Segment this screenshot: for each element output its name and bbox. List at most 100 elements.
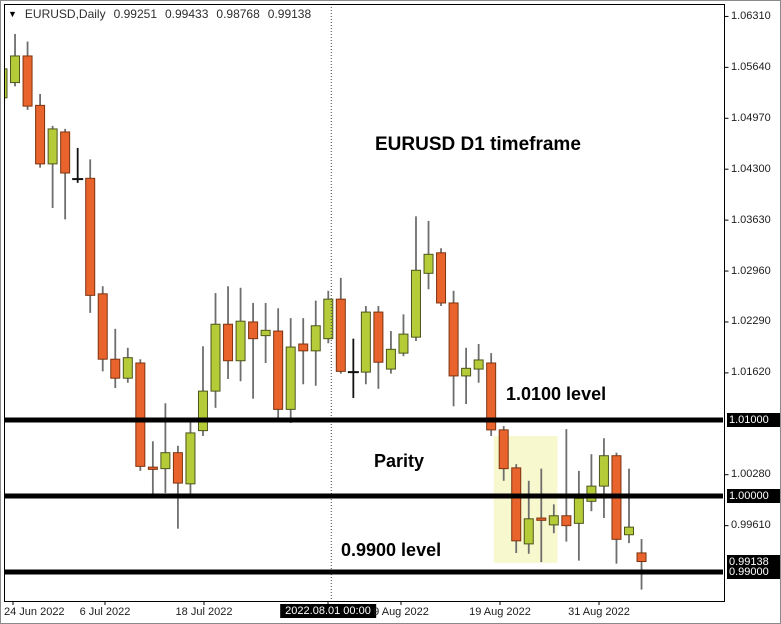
candle	[436, 248, 447, 306]
candle	[573, 470, 584, 561]
ohlc-high-value: 0.99433	[165, 7, 209, 21]
candle	[473, 344, 484, 383]
candle-body-bear	[335, 298, 346, 372]
plot-area	[5, 5, 723, 600]
candle-body-bear	[147, 466, 158, 470]
ohlc-low-value: 0.98768	[216, 7, 260, 21]
candle	[548, 504, 559, 534]
candle	[10, 33, 21, 87]
candle	[410, 216, 421, 341]
plot-frame	[4, 4, 725, 602]
timeframe-annotation: EURUSD D1 timeframe	[375, 134, 581, 155]
candle	[310, 300, 321, 386]
candle-body-bear	[135, 362, 146, 467]
candle-body-bull	[160, 452, 171, 470]
candle	[260, 302, 271, 363]
candle-body-bear	[298, 343, 309, 352]
candle	[423, 220, 434, 290]
candle	[22, 41, 33, 110]
candle	[461, 347, 472, 405]
candle	[235, 287, 246, 382]
candle-body-bull	[548, 515, 559, 526]
candle-body-bear	[223, 323, 234, 362]
candle-body-bull	[573, 497, 584, 524]
candle-body-bull	[323, 298, 334, 340]
candle-body-bull	[260, 329, 271, 337]
candle	[536, 468, 547, 563]
symbol-dropdown-icon[interactable]: ▼	[8, 9, 17, 19]
candle-body-bear	[448, 302, 459, 377]
candle-body-bear	[273, 330, 284, 410]
candle-body-bull	[523, 518, 534, 545]
candle-body-bull	[5, 68, 8, 99]
ohlc-open-value: 0.99251	[113, 7, 157, 21]
candle	[223, 286, 234, 379]
candle	[110, 328, 121, 389]
candle	[5, 68, 8, 99]
candle	[373, 306, 384, 389]
candle-body-bear	[498, 429, 509, 470]
candle	[298, 318, 309, 385]
candle	[323, 290, 334, 344]
candle-body-bear	[35, 104, 46, 165]
support-level-annotation: 0.9900 level	[341, 540, 442, 560]
chart-header: ▼ EURUSD,Daily 0.99251 0.99433 0.98768 0…	[8, 7, 311, 21]
candle-body-bull	[385, 348, 396, 370]
candle-body-bull	[10, 55, 21, 84]
parity-annotation: Parity	[374, 451, 425, 471]
candle	[448, 290, 459, 407]
candle-body-bear	[511, 467, 522, 542]
candle-body-bull	[473, 359, 484, 370]
candle	[147, 441, 158, 494]
symbol-timeframe-label: EURUSD,Daily	[24, 7, 106, 21]
candle	[185, 420, 196, 494]
candle-body-bear	[373, 311, 384, 363]
candle	[523, 480, 534, 554]
candle-body-bear	[248, 321, 259, 340]
candle-body-bull	[398, 333, 409, 354]
candle	[35, 93, 46, 168]
candle-body-bear	[561, 515, 572, 527]
candle	[498, 426, 509, 481]
candle-body-bull	[185, 432, 196, 485]
candle	[511, 464, 522, 553]
candle-body-bull	[47, 128, 58, 165]
candle	[636, 539, 647, 590]
candle-body-bear	[110, 358, 121, 379]
candle-body-bear	[97, 293, 108, 360]
candle	[97, 286, 108, 372]
candle	[598, 438, 609, 519]
candle	[347, 338, 359, 398]
candle	[60, 128, 71, 220]
candle	[47, 125, 58, 208]
candle-body-bull	[210, 323, 221, 392]
candle-body-bear	[486, 362, 497, 431]
resistance-level-annotation: 1.0100 level	[506, 384, 607, 404]
candle	[335, 277, 346, 374]
candle	[273, 308, 284, 418]
candle	[561, 429, 572, 542]
candle-body-bull	[197, 390, 208, 432]
candle	[385, 331, 396, 374]
candle-body-bull	[461, 367, 472, 377]
candle-body-bull	[598, 455, 609, 487]
candle-body-bear	[22, 55, 33, 107]
candle	[586, 454, 597, 512]
candle-body-bear	[85, 177, 96, 296]
candle-body-bull	[423, 253, 434, 274]
candle	[486, 353, 497, 436]
candle-body-bear	[536, 517, 547, 521]
candle-body-bull	[310, 325, 321, 352]
ohlc-close-value: 0.99138	[267, 7, 312, 21]
candle	[197, 346, 208, 436]
candle	[360, 306, 371, 385]
candle-body-bull	[285, 346, 296, 410]
candle-body-bull	[235, 320, 246, 362]
candle	[135, 359, 146, 471]
candle-body-bull	[360, 311, 371, 373]
candle	[160, 403, 171, 493]
candle-body-bull	[624, 526, 634, 536]
candle-body-bear	[636, 552, 647, 563]
candle-body-bear	[172, 452, 183, 484]
candle-body-bull	[410, 269, 421, 338]
